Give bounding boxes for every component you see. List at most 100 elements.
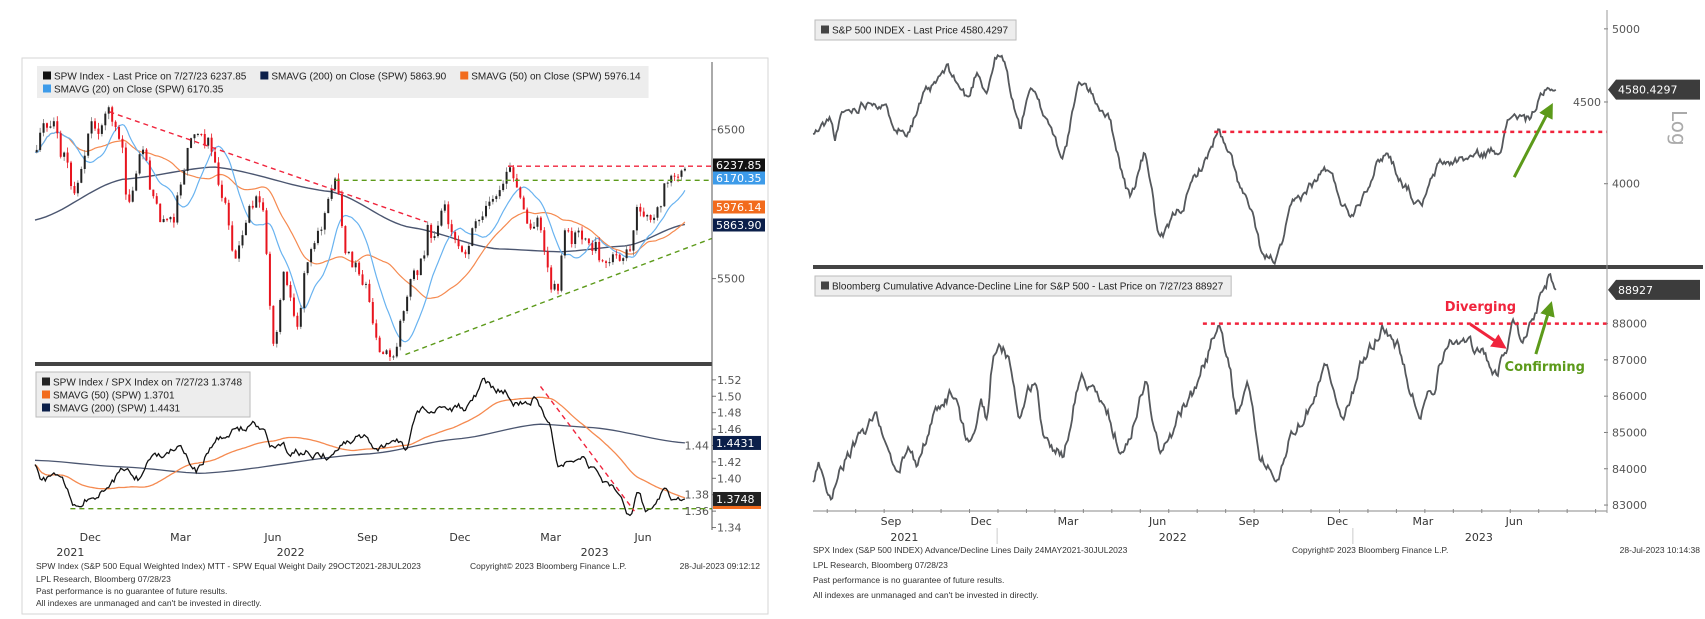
candle-body [196, 133, 199, 135]
candle-body [142, 149, 145, 155]
candle [642, 207, 645, 218]
candle-body [666, 182, 669, 184]
candle [217, 157, 220, 187]
candle-body [399, 320, 402, 347]
candle-body [42, 123, 45, 133]
candle-body [238, 245, 241, 259]
candle-body [375, 323, 378, 338]
candle-body [241, 235, 244, 246]
candle [142, 146, 145, 160]
candle-body [642, 211, 645, 217]
candle [292, 293, 295, 318]
candle [313, 240, 316, 252]
red-trendline [109, 111, 427, 223]
candle-body [395, 346, 398, 357]
candle [457, 235, 460, 250]
annotation-diverging: Diverging [1445, 300, 1516, 315]
candle-body [344, 226, 347, 254]
candle-body [210, 137, 213, 152]
candle [251, 200, 254, 210]
candle [402, 310, 405, 323]
candle [550, 265, 553, 293]
candle-body [512, 167, 515, 179]
candle-body [224, 197, 227, 203]
candle-body [203, 133, 206, 146]
y-tick-label: 5000 [1612, 23, 1640, 36]
candle-body [234, 250, 237, 259]
sma200-line [34, 423, 685, 474]
candle-body [145, 149, 148, 161]
candle [478, 219, 481, 226]
candle-body [162, 219, 165, 223]
right-footer-copyright: Copyright© 2023 Bloomberg Finance L.P. [1292, 545, 1448, 555]
left-footer-source: SPW Index (S&P 500 Equal Weighted Index)… [36, 561, 421, 571]
legend-label: SMAVG (20) on Close (SPW) 6170.35 [54, 85, 224, 96]
candle-body [409, 279, 412, 297]
legend-box [814, 275, 1232, 297]
candle [279, 298, 282, 335]
candle-body [83, 155, 86, 169]
x-tick-label: Jun [263, 531, 281, 544]
candle-body [282, 271, 285, 301]
candle-body [63, 152, 66, 157]
legend-swatch [42, 377, 50, 386]
candle-body [423, 255, 426, 259]
candle [378, 335, 381, 353]
y-tick-label: 4500 [1573, 96, 1601, 109]
candle-body [275, 331, 278, 344]
y-tick-label: 1.40 [717, 472, 742, 485]
candle [344, 225, 347, 255]
candle-body [622, 258, 625, 261]
x-year-label: 2021 [890, 531, 918, 544]
candle [639, 203, 642, 217]
candle [42, 118, 45, 137]
candle-body [474, 221, 477, 229]
candle [190, 137, 193, 149]
candle [186, 147, 189, 176]
candle [272, 305, 275, 347]
legend-label: SMAVG (50) on Close (SPW) 5976.14 [471, 72, 641, 83]
candle-body [49, 126, 52, 128]
x-tick-label: Dec [449, 531, 470, 544]
log-scale-label: Log [1667, 110, 1691, 146]
candle-body [533, 226, 536, 229]
candle [107, 105, 110, 120]
red-arrow [1469, 323, 1507, 349]
candle [680, 169, 683, 180]
candle [502, 180, 505, 192]
advance-decline-chart: 83000 84000 85000 86000 87000 88000 Diverging C… [812, 272, 1700, 544]
candle [111, 105, 114, 127]
last-value-label: 4580.4297 [1618, 84, 1678, 97]
candle-body [231, 225, 234, 251]
candle [210, 133, 213, 157]
candle [533, 221, 536, 229]
right-footer-disclaimer: All indexes are unmanaged and can't be i… [813, 590, 1038, 600]
last-value-label: 6237.85 [716, 159, 762, 172]
candle [447, 201, 450, 229]
candle [416, 269, 419, 280]
candle-body [526, 209, 529, 224]
last-value-box [713, 435, 761, 450]
candle [598, 237, 601, 263]
candle [334, 177, 337, 192]
candle-body [382, 352, 385, 354]
candle-body [169, 217, 172, 220]
candle [220, 180, 223, 202]
candle [340, 190, 343, 229]
candle-body [193, 134, 196, 139]
candle [275, 330, 278, 348]
candle-body [176, 195, 179, 223]
candle [131, 186, 134, 203]
left-panel-frame [21, 57, 769, 615]
candle [166, 218, 169, 222]
candle-body [244, 222, 247, 236]
candle-body [347, 251, 350, 254]
candle [303, 270, 306, 313]
x-tick-label: Mar [540, 531, 561, 544]
candle-body [268, 253, 271, 306]
candle-body [615, 254, 618, 256]
candle-body [361, 274, 364, 285]
candle [560, 253, 563, 293]
candle-body [447, 204, 450, 225]
candle-body [574, 232, 577, 245]
